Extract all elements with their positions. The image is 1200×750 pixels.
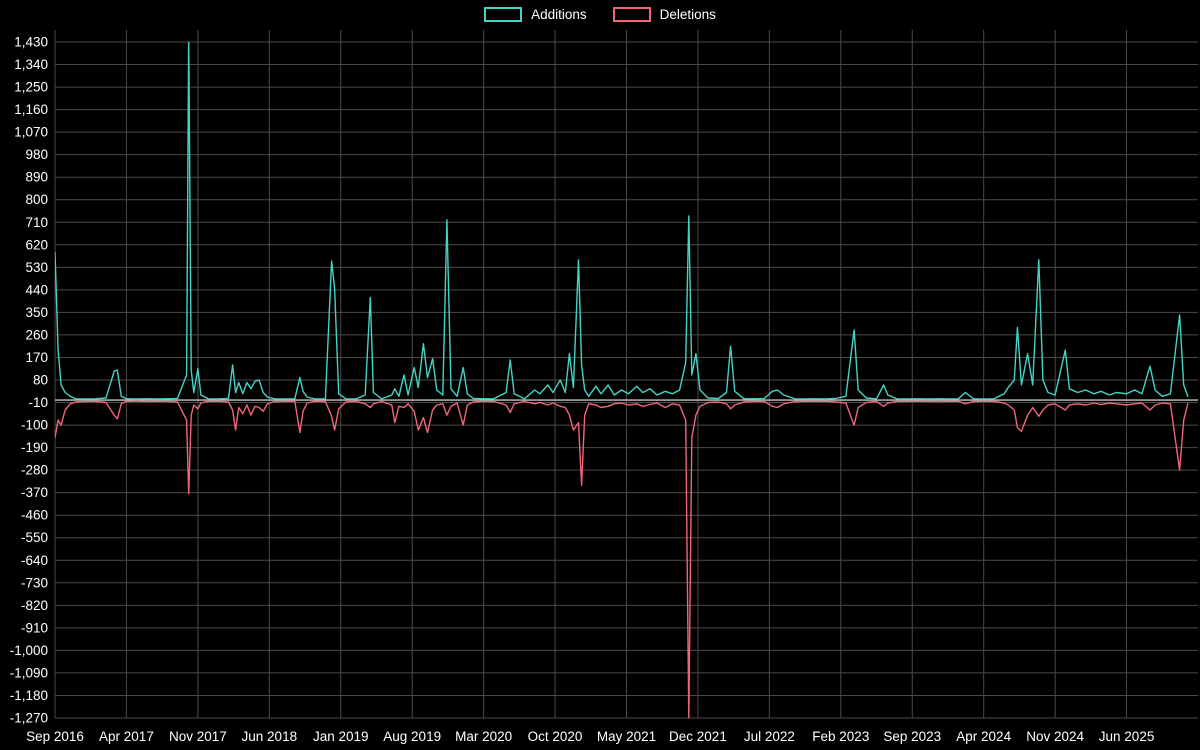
x-tick-label: Apr 2017 bbox=[99, 729, 154, 744]
y-tick-label: 1,160 bbox=[14, 102, 48, 117]
y-tick-label: 1,070 bbox=[14, 125, 48, 140]
y-tick-label: 800 bbox=[25, 192, 48, 207]
y-tick-label: 440 bbox=[25, 282, 48, 297]
y-tick-label: -910 bbox=[21, 620, 48, 635]
y-tick-label: -640 bbox=[21, 553, 48, 568]
x-tick-label: Jun 2025 bbox=[1099, 729, 1155, 744]
x-tick-label: Feb 2023 bbox=[812, 729, 869, 744]
y-tick-label: 1,340 bbox=[14, 57, 48, 72]
y-tick-label: -1,270 bbox=[10, 711, 48, 726]
y-tick-label: -190 bbox=[21, 440, 48, 455]
series-line-additions bbox=[55, 42, 1189, 400]
x-tick-label: Jun 2018 bbox=[242, 729, 298, 744]
x-tick-label: Jan 2019 bbox=[313, 729, 369, 744]
x-tick-label: Oct 2020 bbox=[528, 729, 583, 744]
x-tick-label: Aug 2019 bbox=[383, 729, 441, 744]
y-tick-label: 350 bbox=[25, 305, 48, 320]
y-tick-label: 710 bbox=[25, 215, 48, 230]
legend-item-additions[interactable]: Additions bbox=[484, 7, 587, 22]
y-tick-label: -1,000 bbox=[10, 643, 48, 658]
legend-label-additions: Additions bbox=[531, 6, 587, 22]
y-tick-label: -1,090 bbox=[10, 665, 48, 680]
y-tick-label: 980 bbox=[25, 147, 48, 162]
x-tick-label: Nov 2024 bbox=[1026, 729, 1084, 744]
legend-item-deletions[interactable]: Deletions bbox=[612, 6, 716, 22]
series-line-deletions bbox=[55, 400, 1189, 718]
x-tick-label: Sep 2016 bbox=[26, 729, 84, 744]
additions-swatch-icon bbox=[484, 7, 523, 22]
x-tick-label: May 2021 bbox=[597, 729, 656, 744]
x-tick-label: Sep 2023 bbox=[883, 729, 941, 744]
y-tick-label: 260 bbox=[25, 327, 48, 342]
y-tick-label: 170 bbox=[25, 350, 48, 365]
y-tick-label: -280 bbox=[21, 463, 48, 478]
y-tick-label: -820 bbox=[21, 598, 48, 613]
y-tick-label: -460 bbox=[21, 508, 48, 523]
y-tick-label: -1,180 bbox=[10, 688, 48, 703]
x-tick-label: Apr 2024 bbox=[956, 729, 1011, 744]
y-tick-label: 80 bbox=[33, 373, 48, 388]
y-tick-label: -730 bbox=[21, 575, 48, 590]
legend-label-deletions: Deletions bbox=[659, 6, 716, 22]
y-tick-label: 1,250 bbox=[14, 80, 48, 95]
y-tick-label: 530 bbox=[25, 260, 48, 275]
y-tick-label: 620 bbox=[25, 237, 48, 252]
y-tick-label: 1,430 bbox=[14, 35, 48, 50]
y-tick-label: -10 bbox=[28, 395, 48, 410]
y-tick-label: -550 bbox=[21, 530, 48, 545]
y-tick-label: 890 bbox=[25, 170, 48, 185]
x-tick-label: Dec 2021 bbox=[669, 729, 727, 744]
x-tick-label: Jul 2022 bbox=[744, 729, 795, 744]
y-tick-label: -100 bbox=[21, 418, 48, 433]
x-tick-label: Mar 2020 bbox=[455, 729, 512, 744]
x-tick-label: Nov 2017 bbox=[169, 729, 227, 744]
y-tick-label: -370 bbox=[21, 485, 48, 500]
chart-legend: Additions Deletions bbox=[0, 7, 1200, 22]
deletions-swatch-icon bbox=[612, 7, 651, 22]
